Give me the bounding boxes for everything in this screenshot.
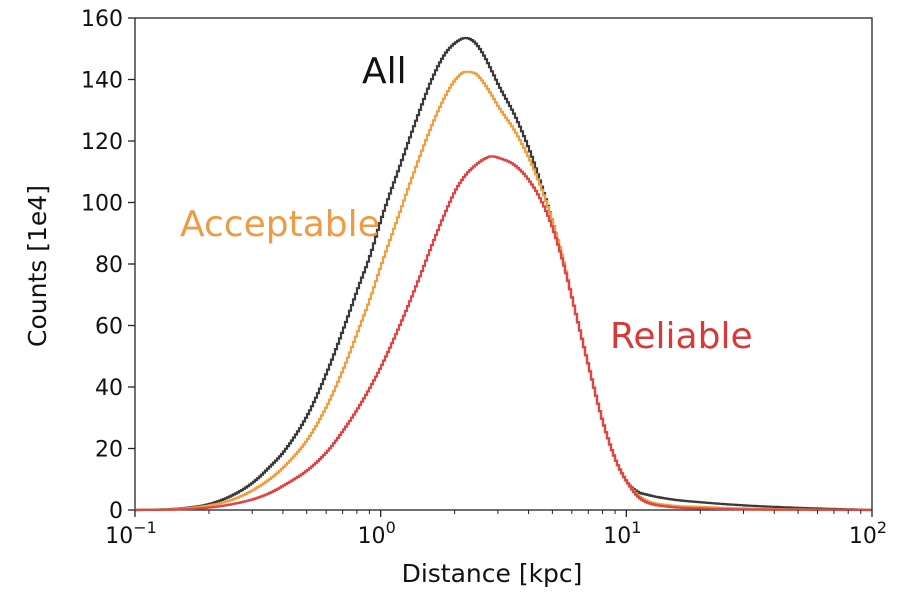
plot-area: 10−1 100 101 102 0 20 40 60 80 100 120 140 160 xyxy=(81,7,887,549)
y-tick-label: 100 xyxy=(81,192,123,217)
series-line-acceptable xyxy=(135,70,871,512)
y-tick-label: 140 xyxy=(81,69,123,94)
series-label-all: All xyxy=(362,51,407,92)
x-axis-ticks: 10−1 100 101 102 xyxy=(105,510,887,549)
y-tick-label: 20 xyxy=(95,438,123,463)
series-line-reliable xyxy=(135,155,871,512)
series-label-reliable: Reliable xyxy=(610,316,753,357)
series-layer xyxy=(135,36,873,512)
x-axis-label: Distance [kpc] xyxy=(402,559,583,588)
series-label-acceptable: Acceptable xyxy=(180,204,380,245)
y-tick-label: 0 xyxy=(109,499,123,524)
series-labels: All Acceptable Reliable xyxy=(180,51,753,357)
x-tick-label: 101 xyxy=(603,518,641,549)
y-tick-label: 160 xyxy=(81,7,123,32)
x-tick-label: 102 xyxy=(849,518,887,549)
y-tick-label: 40 xyxy=(95,376,123,401)
y-tick-label: 60 xyxy=(95,315,123,340)
y-tick-label: 80 xyxy=(95,253,123,278)
series-line-all xyxy=(135,36,873,512)
y-axis-ticks: 0 20 40 60 80 100 120 140 160 xyxy=(81,7,135,524)
y-axis-label: Counts [1e4] xyxy=(23,185,52,347)
x-tick-label: 10−1 xyxy=(105,518,157,549)
x-tick-label: 100 xyxy=(358,518,396,549)
y-tick-label: 120 xyxy=(81,130,123,155)
